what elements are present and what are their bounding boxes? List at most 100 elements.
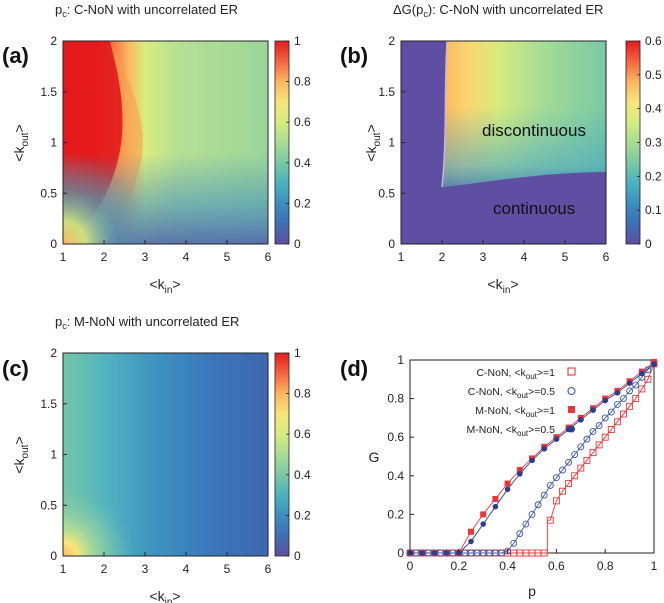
xlabel-d: p bbox=[528, 583, 536, 599]
colorbar-tick-label: 0.2 bbox=[294, 508, 311, 522]
y-tick-label: 1 bbox=[50, 448, 57, 462]
colorbar-tick-label: 0 bbox=[294, 237, 301, 251]
data-point bbox=[504, 486, 511, 493]
data-point bbox=[534, 501, 542, 509]
ylabel-c: <kout> bbox=[11, 436, 31, 473]
y-tick-label: 1.5 bbox=[40, 397, 57, 411]
data-point bbox=[578, 417, 584, 423]
data-point bbox=[571, 451, 579, 459]
ylabel-a: <kout> bbox=[11, 124, 31, 161]
data-point bbox=[626, 387, 634, 395]
colorbar-tick-label: 0.4 bbox=[294, 156, 311, 170]
panel-label-b: (b) bbox=[340, 43, 368, 68]
data-point bbox=[517, 471, 523, 477]
data-point bbox=[601, 414, 609, 422]
data-point bbox=[504, 480, 511, 487]
data-point bbox=[552, 474, 560, 482]
data-point bbox=[644, 375, 652, 383]
y-tick-label: 0.5 bbox=[40, 498, 57, 512]
legend-marker-1 bbox=[567, 367, 576, 376]
annotation-continuous: continuous bbox=[493, 199, 575, 218]
heatmap-c bbox=[62, 352, 269, 557]
data-point bbox=[607, 408, 615, 416]
colorbar-a bbox=[274, 40, 290, 245]
colorbar-tick-label: 1 bbox=[294, 34, 301, 48]
data-point bbox=[607, 426, 615, 433]
colorbar-tick-label: 1 bbox=[294, 346, 301, 360]
x-tick-label: 6 bbox=[265, 250, 272, 264]
data-point bbox=[565, 480, 573, 487]
x-tick-label: 0.2 bbox=[450, 559, 467, 573]
x-tick-label: 2 bbox=[101, 562, 108, 576]
data-point bbox=[620, 395, 627, 403]
data-point bbox=[614, 390, 621, 396]
x-tick-label: 1 bbox=[398, 250, 405, 264]
x-tick-label: 3 bbox=[142, 250, 149, 264]
data-point bbox=[559, 487, 566, 495]
x-tick-label: 2 bbox=[101, 250, 108, 264]
y-tick-label: 2 bbox=[388, 34, 395, 48]
x-tick-label: 4 bbox=[521, 250, 528, 264]
data-point bbox=[626, 402, 634, 410]
x-tick-label: 1 bbox=[60, 250, 67, 264]
data-point bbox=[546, 482, 554, 489]
colorbar-tick-label: 0.2 bbox=[294, 196, 311, 210]
x-tick-label: 5 bbox=[224, 250, 231, 264]
data-point bbox=[638, 385, 646, 393]
colorbar-tick-label: 0 bbox=[645, 237, 652, 251]
y-tick-label: 1 bbox=[397, 353, 404, 367]
colorbar-tick-label: 0.6 bbox=[645, 34, 662, 48]
data-point bbox=[498, 549, 505, 557]
y-tick-label: 1 bbox=[388, 136, 395, 150]
y-tick-label: 0.6 bbox=[387, 430, 404, 444]
y-tick-label: 0 bbox=[50, 549, 57, 563]
xlabel-c: <kin> bbox=[149, 588, 180, 603]
data-point bbox=[644, 366, 652, 374]
data-point bbox=[522, 520, 530, 528]
ylabel-b: <kout> bbox=[363, 124, 383, 161]
x-tick-label: 0.4 bbox=[499, 559, 516, 573]
data-point bbox=[626, 380, 633, 386]
data-point bbox=[552, 497, 560, 505]
data-point bbox=[590, 407, 596, 413]
y-tick-label: 0.2 bbox=[387, 507, 404, 521]
y-tick-label: 2 bbox=[50, 346, 57, 360]
y-tick-label: 0 bbox=[397, 546, 404, 560]
data-point bbox=[583, 435, 591, 443]
data-point bbox=[601, 433, 609, 441]
data-point bbox=[553, 436, 560, 442]
colorbar-tick-label: 0.3 bbox=[645, 136, 662, 150]
legend-label-1: C-NoN, <kout>=1 bbox=[476, 367, 555, 381]
data-point bbox=[516, 467, 523, 474]
x-tick-label: 0.8 bbox=[597, 559, 614, 573]
y-tick-label: 1.5 bbox=[40, 85, 57, 99]
y-tick-label: 1.5 bbox=[378, 85, 395, 99]
legend-label-3: M-NoN, <kout>=1 bbox=[475, 405, 555, 419]
x-tick-label: 0.6 bbox=[548, 559, 565, 573]
ylabel-d: G bbox=[369, 449, 380, 465]
x-tick-label: 1 bbox=[60, 562, 67, 576]
data-point bbox=[577, 443, 585, 451]
x-tick-label: 3 bbox=[142, 562, 149, 576]
colorbar-tick-label: 0.6 bbox=[294, 115, 311, 129]
y-tick-label: 2 bbox=[50, 34, 57, 48]
x-tick-label: 4 bbox=[183, 250, 190, 264]
colorbar-tick-label: 0.4 bbox=[645, 102, 662, 116]
colorbar-tick-label: 0.8 bbox=[294, 75, 311, 89]
data-point bbox=[620, 410, 627, 418]
data-point bbox=[443, 550, 450, 556]
legend-label-4: M-NoN, <kout>=0.5 bbox=[467, 424, 556, 438]
legend-marker-3 bbox=[568, 406, 575, 413]
data-point bbox=[504, 547, 512, 555]
y-tick-label: 0 bbox=[388, 237, 395, 251]
data-point bbox=[632, 381, 640, 389]
data-point bbox=[541, 445, 547, 452]
colorbar-tick-label: 0.4 bbox=[294, 468, 311, 482]
plot-d-markers bbox=[406, 358, 658, 557]
x-tick-label: 1 bbox=[651, 559, 658, 573]
x-tick-label: 5 bbox=[224, 562, 231, 576]
heatmap-b bbox=[400, 40, 607, 245]
data-point bbox=[492, 495, 499, 502]
x-tick-label: 4 bbox=[183, 562, 190, 576]
data-point bbox=[577, 464, 585, 472]
